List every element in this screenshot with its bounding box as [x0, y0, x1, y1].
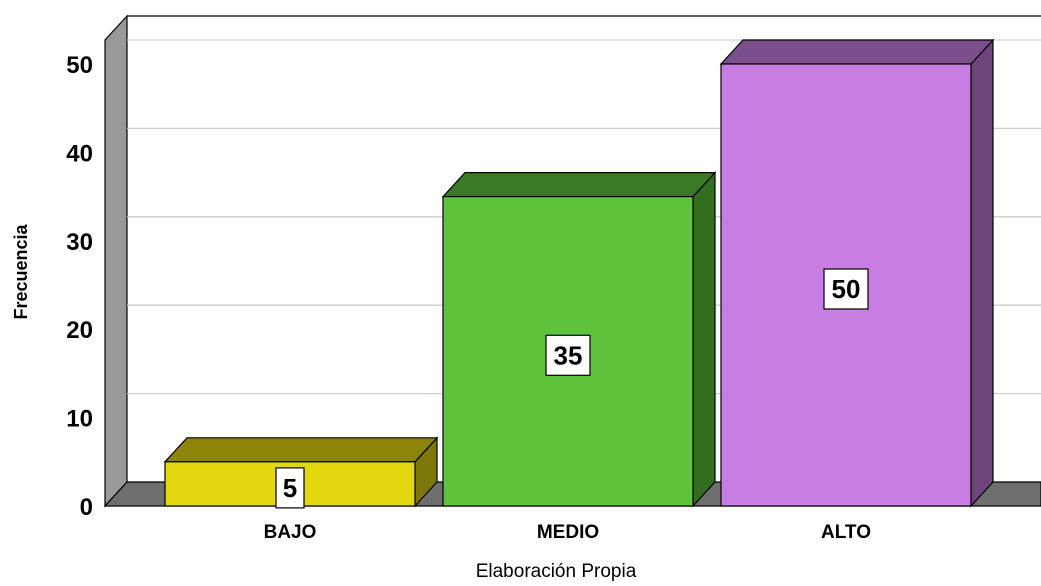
- data-label-box: [545, 334, 591, 376]
- y-tick-label: 40: [66, 140, 93, 167]
- data-label: 50: [832, 274, 861, 304]
- bar-top: [441, 172, 717, 198]
- bars: 5 35 50: [163, 38, 995, 509]
- bar-side: [970, 38, 994, 508]
- y-tick-labels: 0 10 20 30 40 50: [66, 52, 93, 521]
- bar-side: [692, 171, 716, 508]
- y-tick-label: 0: [80, 494, 93, 521]
- bar-top: [163, 437, 439, 463]
- y-tick-label: 10: [66, 406, 93, 433]
- y-tick-label: 30: [66, 229, 93, 256]
- x-tick-label: ALTO: [821, 522, 871, 543]
- bar-bajo: 5: [163, 436, 439, 509]
- data-label-box: [275, 467, 305, 509]
- y-axis-label: Frecuencia: [11, 223, 31, 319]
- data-label: 5: [283, 473, 297, 503]
- bar-top: [719, 39, 995, 65]
- x-tick-label: BAJO: [264, 522, 317, 543]
- x-tick-labels: BAJO MEDIO ALTO: [264, 522, 871, 543]
- y-tick-label: 50: [66, 52, 93, 79]
- data-label-box: [823, 268, 869, 310]
- data-label: 35: [554, 340, 583, 370]
- x-tick-label: MEDIO: [537, 522, 599, 543]
- bar-alto: 50: [719, 38, 995, 508]
- bar-medio: 35: [441, 171, 717, 508]
- side-wall: [104, 14, 128, 508]
- y-tick-label: 20: [66, 317, 93, 344]
- x-axis-label: Elaboración Propia: [476, 561, 637, 582]
